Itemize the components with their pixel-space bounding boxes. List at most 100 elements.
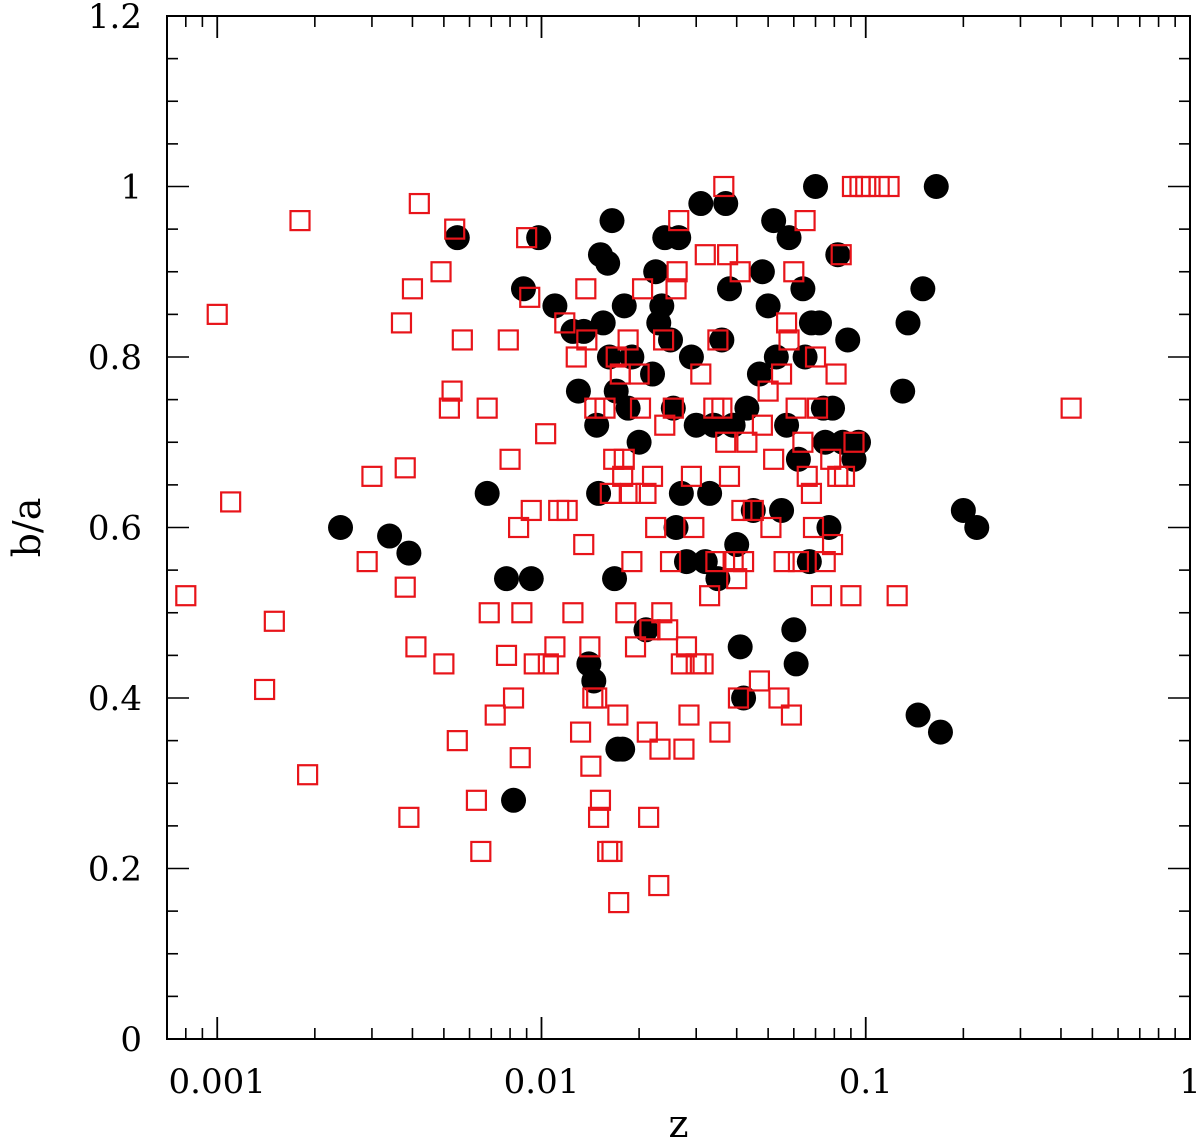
black-circle-point bbox=[716, 276, 742, 302]
red-square-point bbox=[800, 482, 823, 504]
red-square-point bbox=[586, 687, 608, 709]
black-circle-point bbox=[581, 668, 607, 694]
red-square-point bbox=[629, 397, 652, 419]
red-square-point bbox=[444, 218, 466, 240]
black-circle-point bbox=[790, 276, 816, 302]
red-square-point bbox=[535, 423, 557, 445]
red-square-point bbox=[736, 431, 758, 453]
x-tick-label: 0.01 bbox=[504, 1062, 580, 1102]
black-circle-point bbox=[584, 412, 610, 438]
red-square-point bbox=[657, 619, 679, 641]
red-square-point bbox=[763, 448, 785, 470]
black-circle-point bbox=[599, 208, 625, 234]
x-tick-label: 0.001 bbox=[169, 1062, 266, 1102]
red-square-point bbox=[760, 516, 782, 539]
black-circle-point bbox=[769, 497, 795, 523]
red-square-point bbox=[575, 278, 597, 300]
red-square-point bbox=[748, 670, 771, 692]
black-circle-point bbox=[803, 174, 829, 199]
y-tick-label: 0.6 bbox=[88, 509, 142, 549]
black-circle-point bbox=[950, 497, 976, 523]
red-square-point bbox=[707, 329, 729, 351]
black-circle-point bbox=[734, 395, 760, 421]
red-square-point bbox=[361, 465, 383, 487]
red-square-point bbox=[726, 568, 748, 590]
red-square-point bbox=[670, 653, 692, 675]
red-square-point bbox=[715, 431, 737, 453]
red-square-point bbox=[641, 465, 664, 487]
red-square-point bbox=[569, 721, 592, 743]
red-square-point bbox=[732, 550, 755, 573]
red-square-point bbox=[446, 730, 468, 752]
red-square-point bbox=[727, 687, 750, 709]
red-square-point bbox=[794, 210, 816, 232]
black-circle-point bbox=[749, 259, 775, 285]
black-circle-point bbox=[377, 523, 403, 549]
red-square-point bbox=[810, 585, 833, 607]
black-circle-point bbox=[595, 250, 621, 276]
red-square-point bbox=[833, 465, 856, 487]
red-square-point bbox=[502, 687, 525, 709]
black-circle-point bbox=[812, 429, 838, 455]
red-square-point bbox=[394, 457, 416, 479]
black-circle-point bbox=[740, 497, 766, 523]
red-square-point bbox=[718, 465, 741, 487]
black-circle-point bbox=[518, 566, 544, 592]
black-circle-point bbox=[705, 566, 731, 592]
red-square-point bbox=[580, 755, 602, 777]
red-square-point bbox=[289, 210, 311, 232]
red-square-point bbox=[673, 738, 695, 760]
black-circle-point bbox=[611, 293, 637, 319]
red-square-point bbox=[605, 346, 627, 368]
red-square-point bbox=[544, 636, 566, 658]
red-square-point bbox=[773, 550, 795, 573]
black-circle-point bbox=[678, 344, 704, 370]
red-square-point bbox=[780, 704, 803, 726]
red-square-point bbox=[608, 891, 630, 914]
red-square-point bbox=[768, 687, 790, 709]
red-square-point bbox=[787, 550, 810, 573]
red-square-point bbox=[597, 840, 619, 863]
black-circle-point bbox=[626, 429, 652, 455]
red-square-point bbox=[648, 874, 670, 897]
red-square-point bbox=[638, 806, 660, 828]
red-square-point bbox=[451, 329, 473, 351]
red-square-point bbox=[717, 244, 739, 266]
red-square-point bbox=[615, 602, 637, 624]
black-circle-point bbox=[565, 378, 591, 404]
x-tick-label: 0.1 bbox=[839, 1062, 893, 1102]
red-square-point bbox=[636, 721, 658, 743]
red-square-point bbox=[356, 550, 378, 573]
red-square-point bbox=[562, 602, 584, 624]
black-circle-point bbox=[649, 293, 675, 319]
y-tick-labels: 0 0.2 0.4 0.6 0.8 1 1.2 bbox=[88, 0, 142, 1060]
red-square-point bbox=[665, 278, 687, 300]
black-circle-point bbox=[895, 310, 921, 336]
red-square-point bbox=[680, 465, 703, 487]
red-square-point bbox=[699, 585, 721, 607]
red-square-point bbox=[617, 329, 639, 351]
red-square-point bbox=[757, 380, 779, 402]
red-square-point bbox=[587, 806, 610, 828]
black-circle-point bbox=[542, 293, 568, 319]
red-square-point bbox=[594, 397, 616, 419]
red-square-point bbox=[662, 397, 684, 419]
red-square-point bbox=[711, 397, 733, 419]
red-square-point bbox=[516, 227, 538, 249]
red-square-point bbox=[476, 397, 498, 419]
minor-ticks bbox=[166, 16, 1190, 1039]
black-circle-point bbox=[526, 225, 552, 251]
red-square-point bbox=[731, 499, 753, 522]
black-circle-point bbox=[774, 412, 800, 438]
red-square-point bbox=[554, 312, 576, 334]
red-square-point bbox=[639, 619, 661, 641]
red-square-point bbox=[690, 363, 712, 385]
red-square-point bbox=[465, 789, 488, 811]
red-square-point bbox=[645, 516, 667, 539]
black-circle-point bbox=[781, 617, 807, 643]
red-square-point bbox=[619, 482, 641, 504]
black-circle-point bbox=[720, 412, 746, 438]
red-square-point bbox=[694, 244, 716, 266]
data-points bbox=[175, 174, 1082, 914]
